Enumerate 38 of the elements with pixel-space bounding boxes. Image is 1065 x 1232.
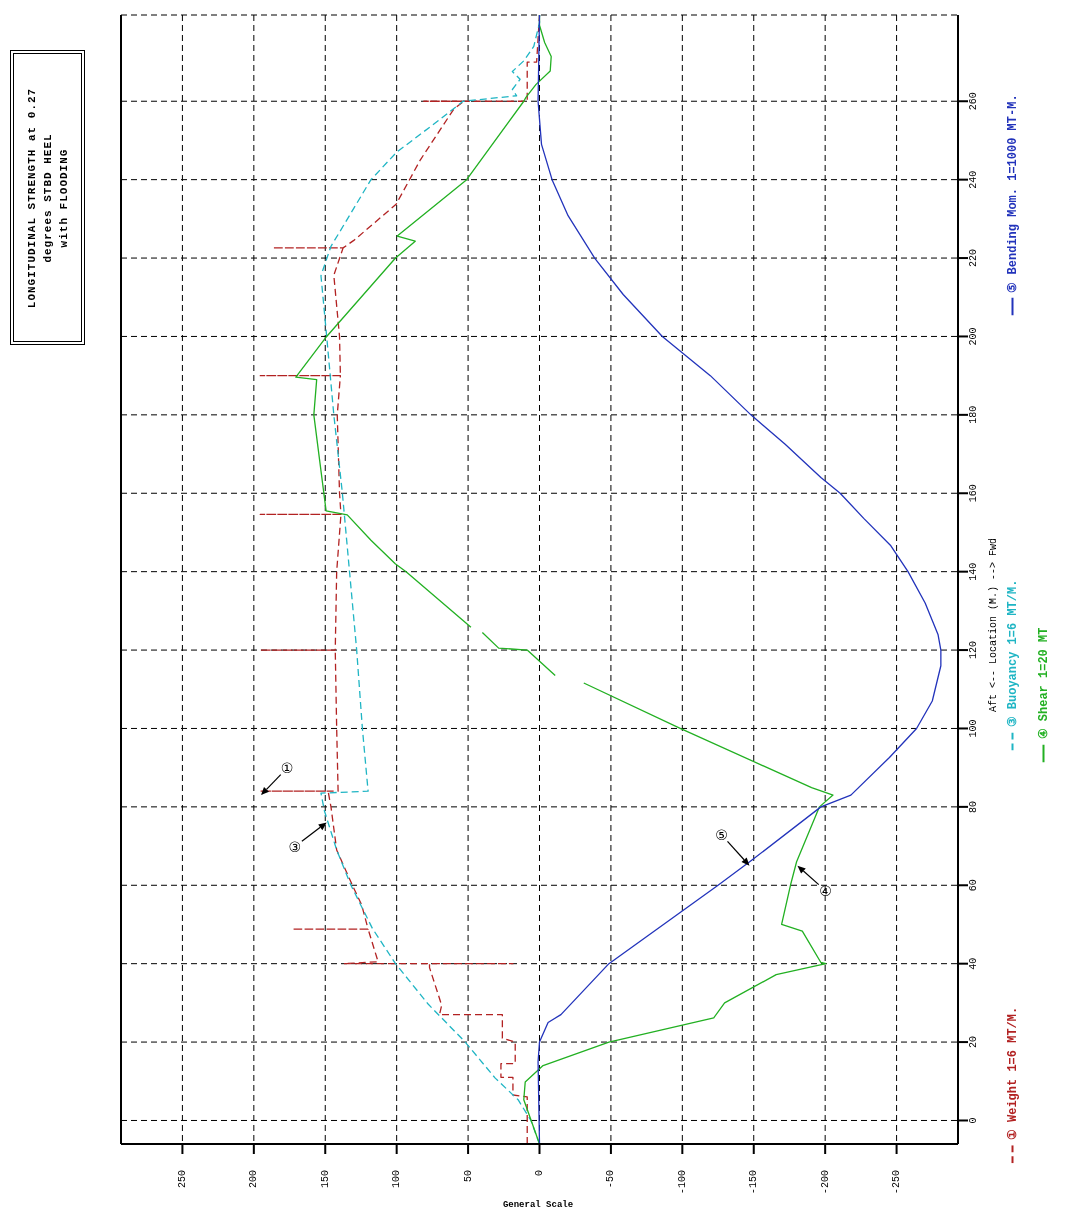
y-tick-label: 160 [968, 484, 980, 503]
y-tick-label: 260 [968, 92, 980, 111]
x-tick-label: 50 [462, 1170, 474, 1183]
y-tick-label: 100 [968, 719, 980, 738]
x-tick-label: 200 [248, 1170, 260, 1189]
y-tick-label: 0 [968, 1117, 980, 1124]
text: LONGITUDINAL STRENGTH at 0.27 degrees STBD HEEL [24, 86, 55, 310]
y-tick-label: 140 [968, 562, 980, 581]
text: ⑤ Bending Mom. 1=1000 MT-M. [1004, 94, 1020, 293]
x-tick-label: -150 [748, 1170, 760, 1195]
y-tick-label: 60 [968, 879, 980, 892]
y-tick-label: 240 [968, 170, 980, 189]
annotation: ① [280, 760, 294, 777]
annotation: ③ [288, 838, 301, 855]
y-tick-label: 40 [968, 957, 980, 970]
text: ③ Buoyancy 1=6 MT/M. [1004, 579, 1020, 728]
x-tick-label: 0 [534, 1170, 545, 1177]
text: with FLOODING [56, 147, 71, 250]
y-axis-title: Aft <-- Location (M.) --> Fwd [987, 537, 999, 713]
y-tick-label: 220 [968, 249, 980, 268]
x-tick-label: -100 [676, 1170, 688, 1195]
x-tick-label: -250 [891, 1170, 903, 1195]
y-tick-label: 80 [968, 800, 980, 813]
line-series [537, 15, 942, 1144]
x-tick-label: 100 [391, 1170, 403, 1189]
x-tick-label: 250 [176, 1170, 188, 1189]
annotation: ⑤ [715, 826, 728, 843]
text: ① Weight 1=6 MT/M. [1004, 1006, 1020, 1141]
y-tick-label: 120 [968, 641, 980, 660]
x-tick-label: -200 [819, 1170, 831, 1195]
text: ④ Shear 1=20 MT [1035, 627, 1051, 740]
annotation: ④ [819, 882, 832, 899]
x-axis-title: General Scale [502, 1200, 574, 1210]
y-tick-label: 200 [968, 327, 980, 346]
y-tick-label: 180 [968, 405, 980, 424]
y-tick-label: 20 [968, 1036, 980, 1049]
x-tick-label: -50 [605, 1170, 617, 1189]
x-tick-label: 150 [319, 1170, 331, 1189]
